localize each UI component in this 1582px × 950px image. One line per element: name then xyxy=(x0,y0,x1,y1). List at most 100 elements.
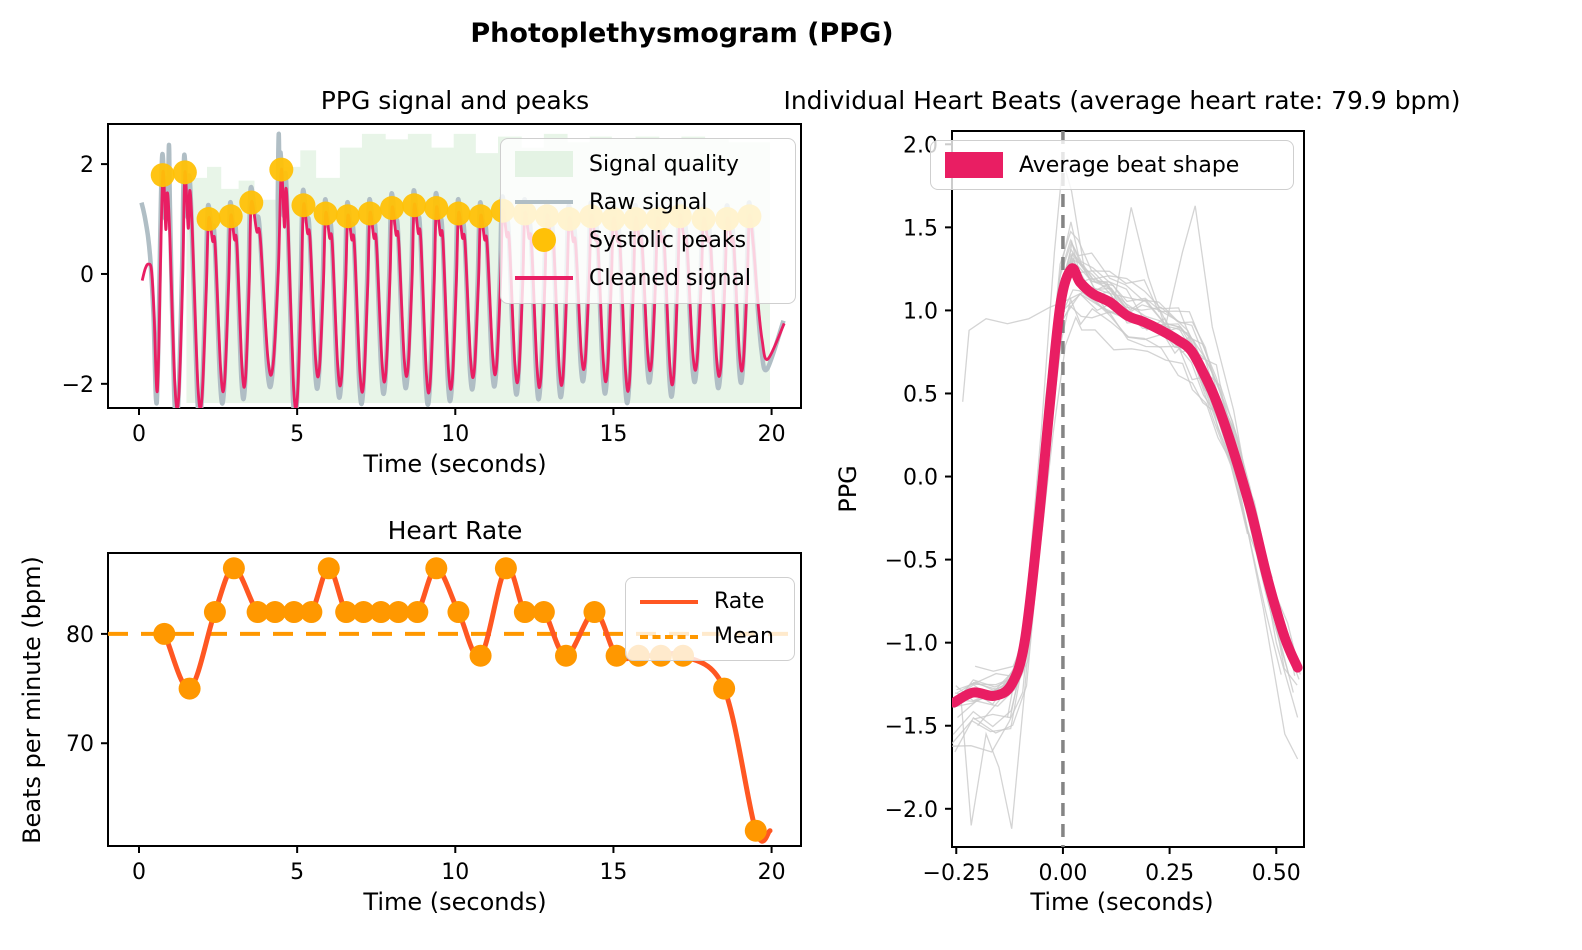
svg-text:0.0: 0.0 xyxy=(903,466,938,491)
rate-marker xyxy=(494,557,517,580)
systolic-peak-marker xyxy=(269,157,294,182)
rate-marker xyxy=(583,601,606,624)
systolic-peak-marker xyxy=(218,204,243,229)
individual-beat-line xyxy=(954,257,1270,753)
individual-beat-line xyxy=(955,296,1285,702)
svg-text:20: 20 xyxy=(758,422,786,447)
heart-rate-legend: Rate Mean xyxy=(625,577,795,661)
svg-text:−2: −2 xyxy=(62,373,94,398)
ppg-xlabel: Time (seconds) xyxy=(363,450,547,478)
legend-item-raw-signal: Raw signal xyxy=(515,183,781,221)
svg-text:0.25: 0.25 xyxy=(1145,861,1194,886)
rate-marker xyxy=(282,601,305,624)
individual-beat-line xyxy=(954,289,1287,704)
legend-item-signal-quality: Signal quality xyxy=(515,145,781,183)
cleaned-signal-swatch xyxy=(515,276,573,280)
legend-label: Signal quality xyxy=(589,151,739,177)
svg-text:−2.0: −2.0 xyxy=(885,798,938,823)
svg-text:−0.25: −0.25 xyxy=(923,861,990,886)
legend-item-average-beat-shape: Average beat shape xyxy=(945,147,1279,183)
legend-item-systolic-peaks: Systolic peaks xyxy=(515,221,781,259)
individual-beat-line xyxy=(959,289,1299,829)
legend-label: Systolic peaks xyxy=(589,227,747,253)
legend-item-rate: Rate xyxy=(640,584,780,619)
rate-marker xyxy=(532,601,555,624)
rate-marker xyxy=(178,677,201,700)
systolic-peak-marker xyxy=(402,193,427,218)
svg-text:0.5: 0.5 xyxy=(903,382,938,407)
rate-marker xyxy=(203,601,226,624)
rate-marker xyxy=(605,644,628,667)
ppg-legend: Signal quality Raw signal Systolic peaks… xyxy=(500,138,796,304)
systolic-peak-marker xyxy=(446,201,471,226)
legend-item-cleaned-signal: Cleaned signal xyxy=(515,259,781,297)
svg-text:0: 0 xyxy=(132,422,146,447)
rate-marker xyxy=(352,601,375,624)
figure-title: Photoplethysmogram (PPG) xyxy=(470,18,894,49)
svg-text:5: 5 xyxy=(290,422,304,447)
rate-marker xyxy=(317,557,340,580)
systolic-peak-marker xyxy=(335,204,360,229)
individual-beat-line xyxy=(953,238,1269,709)
individual-beat-line xyxy=(952,255,1252,735)
individual-beat-line xyxy=(952,262,1282,745)
svg-text:15: 15 xyxy=(599,860,627,885)
svg-text:15: 15 xyxy=(599,422,627,447)
svg-text:2: 2 xyxy=(80,153,94,178)
heart-rate-xlabel: Time (seconds) xyxy=(363,888,547,916)
ppg_signal-axes: 0 5 10 15 20 −2 0 2 xyxy=(62,123,802,447)
systolic-peak-marker xyxy=(239,190,264,215)
rate-marker xyxy=(469,644,492,667)
systolic-peaks-swatch xyxy=(515,228,573,252)
rate-swatch xyxy=(640,599,698,604)
legend-label: Raw signal xyxy=(589,189,708,215)
rate-marker xyxy=(513,601,536,624)
rate-marker xyxy=(369,601,392,624)
heartbeats-axes: −0.25 0.00 0.25 0.502.01.51.00.50.0−0.5−1.0… xyxy=(885,130,1305,886)
svg-text:−1.0: −1.0 xyxy=(885,632,938,657)
systolic-peak-marker xyxy=(196,207,221,232)
raw-signal-swatch xyxy=(515,200,573,204)
systolic-peak-marker xyxy=(424,196,449,221)
svg-text:1.0: 1.0 xyxy=(903,299,938,324)
heart-rate-plot-title: Heart Rate xyxy=(387,516,523,545)
svg-text:20: 20 xyxy=(758,860,786,885)
heartbeats-legend: Average beat shape xyxy=(930,140,1294,190)
legend-label: Rate xyxy=(714,589,765,614)
svg-text:0: 0 xyxy=(80,263,94,288)
svg-text:−0.5: −0.5 xyxy=(885,549,938,574)
individual-beat-line xyxy=(952,263,1249,753)
signal-quality-swatch xyxy=(515,151,573,177)
rate-marker xyxy=(425,557,448,580)
svg-text:10: 10 xyxy=(441,422,469,447)
ppg-plot-title: PPG signal and peaks xyxy=(320,86,590,115)
heart-rate-series xyxy=(108,557,801,844)
svg-text:0.50: 0.50 xyxy=(1252,861,1301,886)
legend-label: Average beat shape xyxy=(1019,152,1240,178)
individual-beat-line xyxy=(974,304,1268,672)
heartbeats-series xyxy=(952,131,1303,847)
rate-marker xyxy=(300,601,323,624)
svg-text:80: 80 xyxy=(66,623,94,648)
svg-text:−1.5: −1.5 xyxy=(885,715,938,740)
individual-beat-line xyxy=(969,258,1268,706)
rate-marker xyxy=(153,622,176,645)
average-beat-swatch xyxy=(945,152,1003,178)
individual-beat-line xyxy=(956,315,1273,694)
svg-text:0.00: 0.00 xyxy=(1038,861,1087,886)
systolic-peak-marker xyxy=(313,201,338,226)
mean-swatch xyxy=(640,634,698,639)
systolic-peak-marker xyxy=(172,160,197,185)
rate-marker xyxy=(222,557,245,580)
legend-label: Mean xyxy=(714,624,774,649)
systolic-peak-marker xyxy=(357,201,382,226)
rate-marker xyxy=(406,601,429,624)
legend-label: Cleaned signal xyxy=(589,265,752,291)
heartbeats-plot-title: Individual Heart Beats (average heart ra… xyxy=(783,86,1461,115)
svg-text:1.5: 1.5 xyxy=(903,216,938,241)
legend-item-mean: Mean xyxy=(640,619,780,654)
svg-text:0: 0 xyxy=(132,860,146,885)
rate-marker xyxy=(554,644,577,667)
